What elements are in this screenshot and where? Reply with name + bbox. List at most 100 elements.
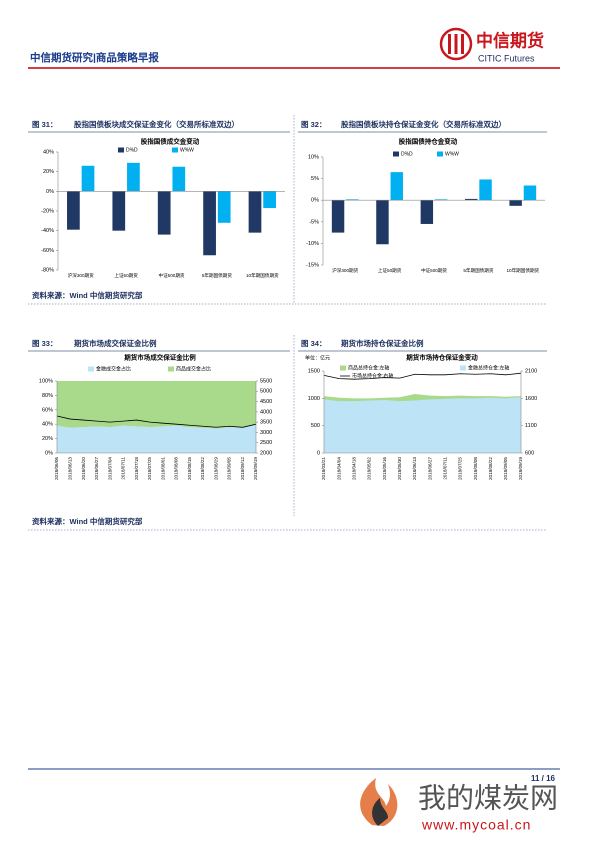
logo xyxy=(439,27,473,61)
y-tick-label: 0% xyxy=(311,198,319,204)
area xyxy=(324,397,521,453)
bar xyxy=(465,198,478,201)
plot xyxy=(323,372,522,453)
y-tick-label: 40% xyxy=(42,422,53,428)
figure-caption: 期货市场成交保证金比例 xyxy=(74,338,157,348)
chart-title: 股指国债成交金变动 xyxy=(141,137,200,146)
logo-bar xyxy=(461,34,464,54)
x-tick-label: 中证500期货 xyxy=(158,272,184,279)
bar xyxy=(172,166,186,192)
y2-tick-label: 2000 xyxy=(260,450,272,456)
x-tick-label: 2018/06/13 xyxy=(67,457,72,480)
legend-swatch xyxy=(172,147,178,153)
logo-bar xyxy=(448,34,451,54)
legend-label: 商品成交金占比 xyxy=(176,365,211,372)
bar xyxy=(67,191,80,230)
bar xyxy=(523,185,537,201)
header-title: 中信期货研究|商品策略早报 xyxy=(30,51,159,64)
y2-tick-label: 2100 xyxy=(525,368,537,374)
x-tick-label: 沪深300期货 xyxy=(332,267,358,274)
x-tick-label: 5年期国债期货 xyxy=(202,272,233,279)
y-tick-label: 60% xyxy=(42,407,53,413)
x-tick-label: 2018/09/12 xyxy=(240,457,245,480)
y2-tick-label: 4000 xyxy=(260,409,272,415)
legend-label: D%D xyxy=(126,147,138,153)
figure-caption: 股指国债板块成交保证金变化（交易所标准双边） xyxy=(74,119,239,129)
x-tick-label: 2018/09/19 xyxy=(518,457,523,480)
y-tick-label: -20% xyxy=(41,208,54,214)
y2-tick-label: 5000 xyxy=(260,389,272,395)
y-tick-label: -10% xyxy=(306,241,319,247)
y-tick-label: -15% xyxy=(306,262,319,268)
bar xyxy=(434,199,448,201)
y-tick-label: 0% xyxy=(45,450,53,456)
logo-bar xyxy=(454,34,458,54)
x-tick-label: 2018/06/20 xyxy=(81,457,86,480)
x-tick-label: 2018/09/05 xyxy=(227,457,232,480)
x-tick-label: 10年期国债期货 xyxy=(246,272,279,279)
x-tick-label: 2018/06/06 xyxy=(54,457,59,480)
figure-label: 图 33： xyxy=(32,339,57,348)
y2-tick-label: 1600 xyxy=(525,396,537,402)
x-tick-label: 2018/06/13 xyxy=(412,457,417,480)
x-tick-label: 2018/09/19 xyxy=(253,457,258,480)
x-tick-label: 中证500期货 xyxy=(421,267,447,274)
y2-tick-label: 5500 xyxy=(260,378,272,384)
y-tick-label: 0% xyxy=(46,189,54,195)
plot xyxy=(67,162,276,256)
y-tick-label: 40% xyxy=(43,149,54,155)
coal xyxy=(372,798,388,826)
y-tick-label: 1500 xyxy=(308,368,320,374)
x-tick-label: 2018/05/30 xyxy=(397,457,402,480)
x-tick-label: 10年期国债期货 xyxy=(506,267,539,274)
legend-swatch xyxy=(393,151,399,157)
source: 资料来源：Wind 中信期货研究部 xyxy=(32,290,143,300)
figure-label: 图 32： xyxy=(301,120,326,129)
bar xyxy=(331,200,345,233)
x-tick-label: 沪深300期货 xyxy=(68,272,94,279)
bar xyxy=(248,191,262,233)
x-tick-label: 2018/07/18 xyxy=(134,457,139,480)
legend-swatch xyxy=(460,365,466,371)
y-tick-label: 100% xyxy=(39,378,53,384)
plot xyxy=(331,172,537,245)
figure-label: 图 34： xyxy=(301,339,326,348)
x-tick-label: 2018/08/29 xyxy=(213,457,218,480)
y2-tick-label: 2500 xyxy=(260,440,272,446)
watermark-icon xyxy=(360,778,398,826)
figure-caption: 期货市场持仓保证金比例 xyxy=(341,338,424,348)
x-tick-label: 2018/07/11 xyxy=(442,457,447,480)
x-tick-label: 2018/08/08 xyxy=(174,457,179,480)
logo-ring xyxy=(439,27,473,61)
x-tick-label: 2018/06/27 xyxy=(427,457,432,480)
legend-label: 商品总持仓金:左轴 xyxy=(348,364,389,371)
y-tick-label: 20% xyxy=(43,169,54,175)
bar xyxy=(203,191,216,256)
bar xyxy=(263,191,276,209)
x-tick-label: 上证50期货 xyxy=(378,267,402,274)
logo-en: CITIC Futures xyxy=(478,53,535,63)
y-tick-label: -5% xyxy=(309,219,319,225)
x-tick-label: 2018/07/25 xyxy=(458,457,463,480)
bar xyxy=(127,162,140,192)
bar xyxy=(112,191,126,231)
y2-tick-label: 4500 xyxy=(260,399,272,405)
legend-label: W%W xyxy=(445,151,459,157)
x-tick-label: 2018/08/01 xyxy=(160,457,165,480)
bar xyxy=(420,200,434,224)
legend-swatch xyxy=(340,365,346,371)
x-tick-label: 2018/07/11 xyxy=(121,457,126,480)
x-tick-label: 2018/08/08 xyxy=(473,457,478,480)
line xyxy=(323,372,522,380)
chart-title: 股指国债持仓金变动 xyxy=(399,137,458,146)
x-tick-label: 5年期国债期货 xyxy=(463,267,494,274)
x-tick-label: 2018/09/05 xyxy=(503,457,508,480)
logo-text: 中信期货 xyxy=(476,30,544,50)
legend-label: D%D xyxy=(401,151,413,157)
legend-swatch xyxy=(168,366,174,372)
watermark-url: www.mycoal.cn xyxy=(421,817,531,833)
chart-title: 期货市场成交保证金比例 xyxy=(124,353,196,362)
area xyxy=(57,424,256,453)
